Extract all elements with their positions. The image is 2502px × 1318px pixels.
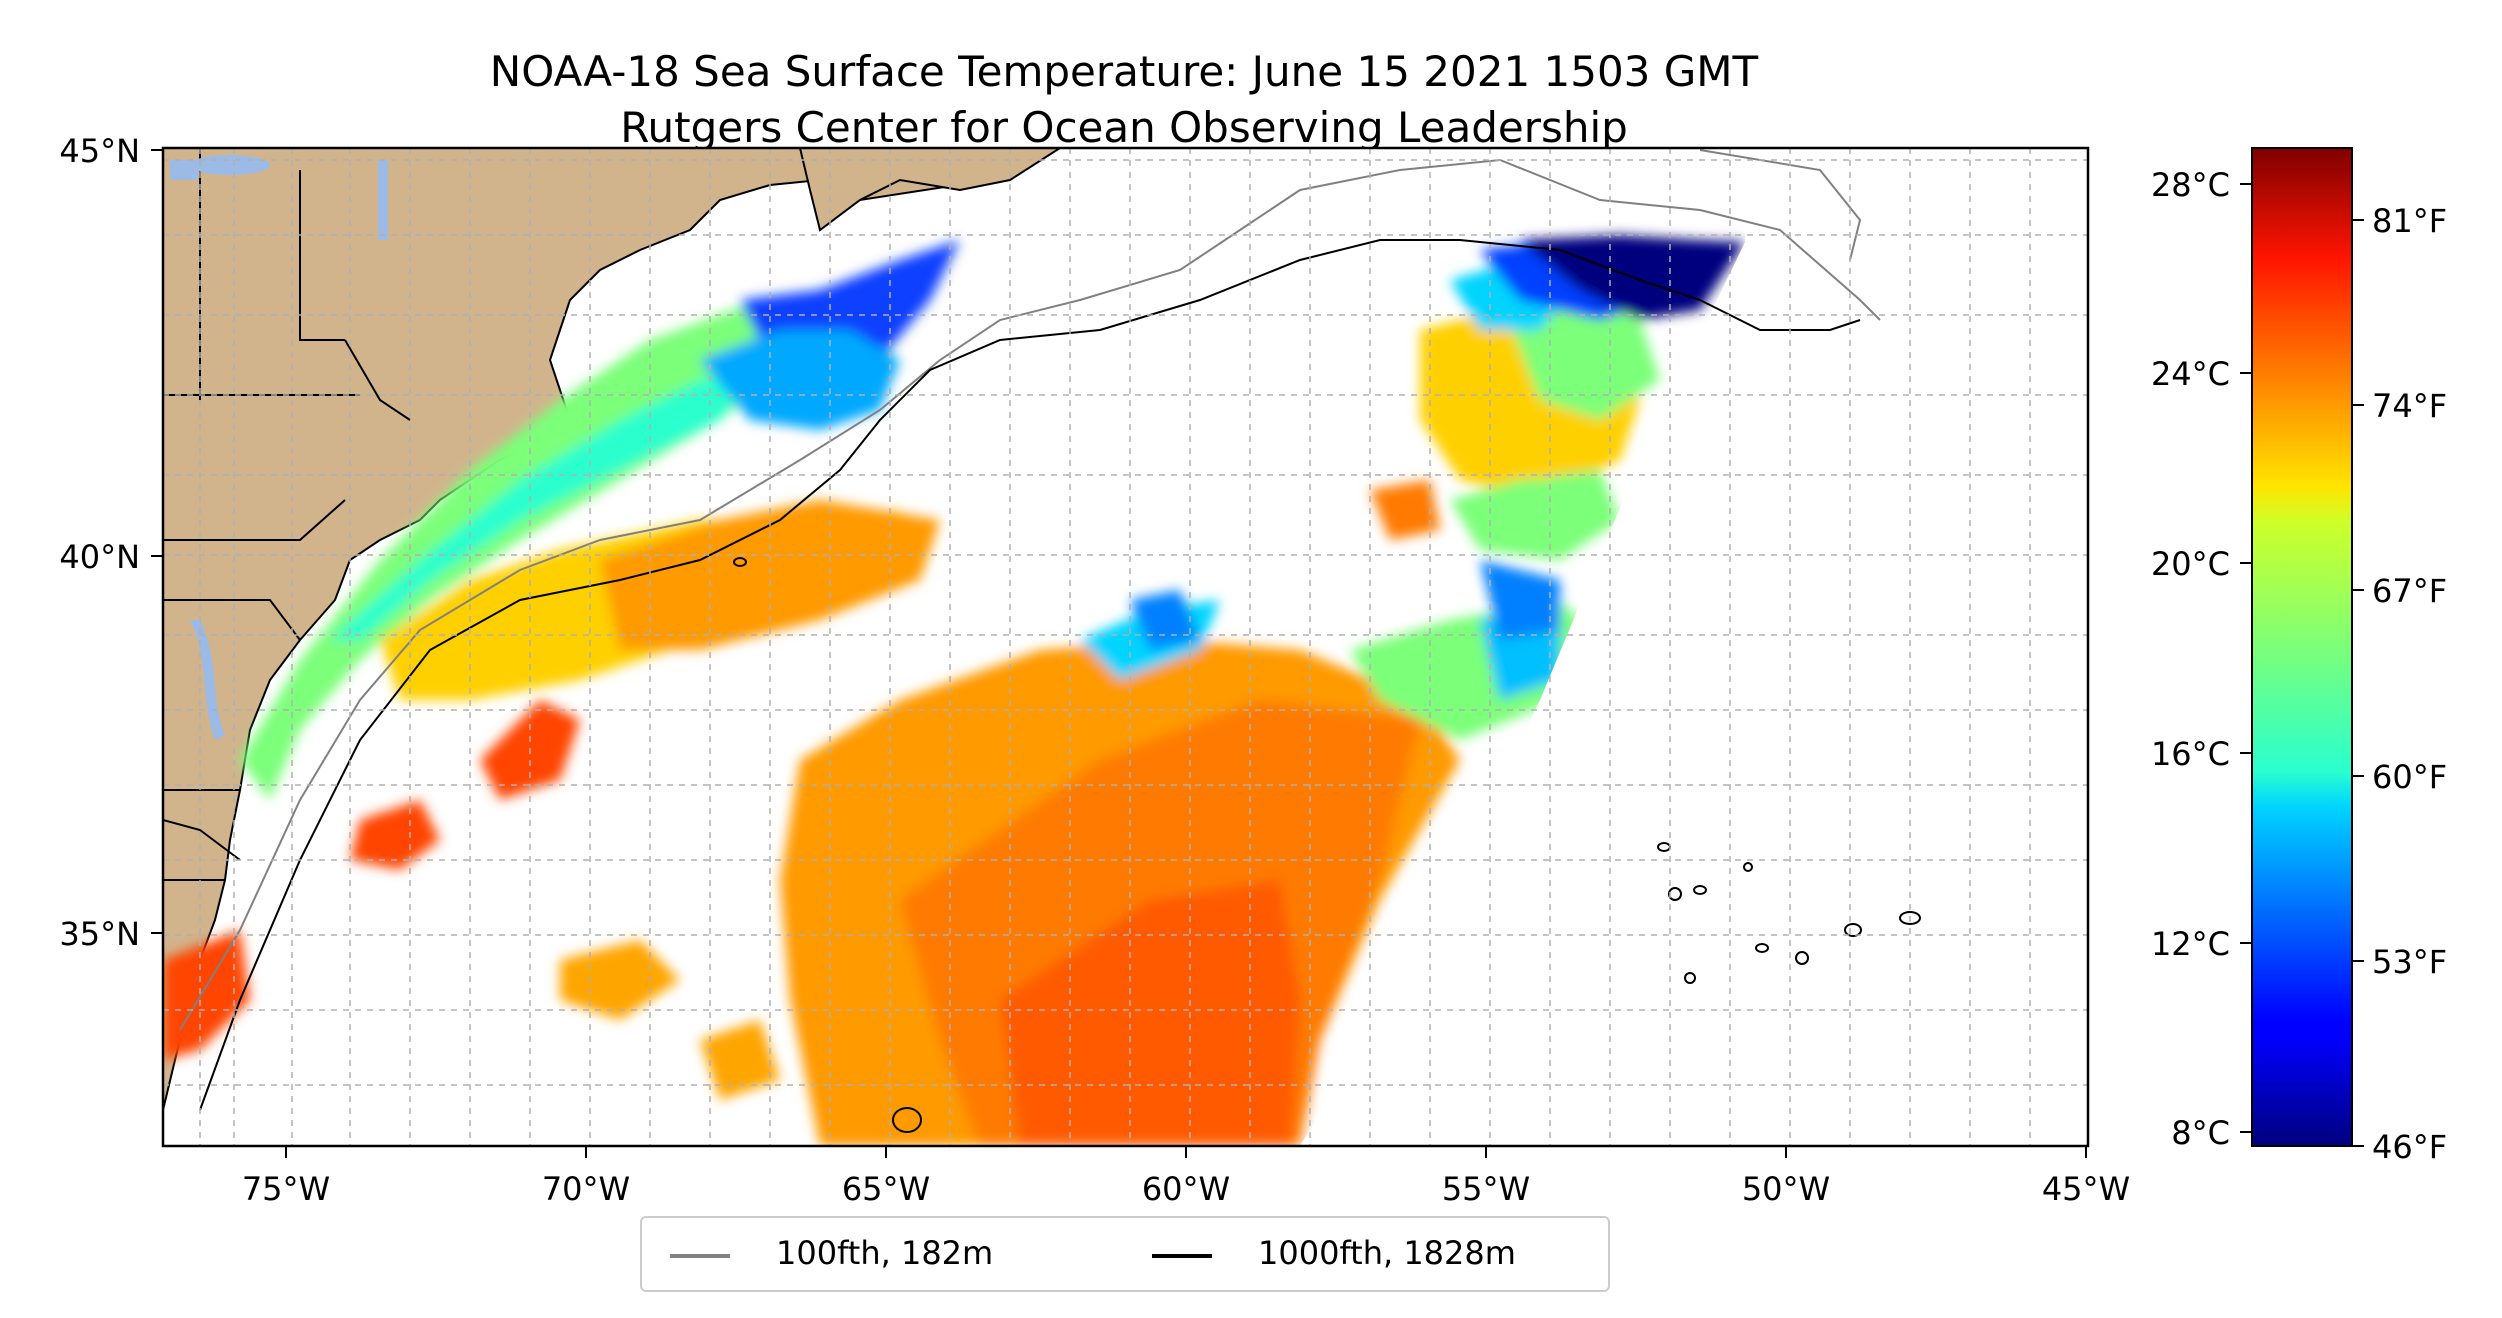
- legend-swatch-1000fth: [1152, 1254, 1212, 1258]
- colorbar-f-label-67: 67°F: [2372, 572, 2447, 610]
- lon-tick-label-45w: 45°W: [2042, 1170, 2130, 1208]
- colorbar-f-label-60: 60°F: [2372, 758, 2447, 796]
- lon-tick-label-50w: 50°W: [1742, 1170, 1830, 1208]
- colorbar-f-label-46: 46°F: [2372, 1128, 2447, 1166]
- lon-tick-label-65w: 65°W: [842, 1170, 930, 1208]
- colorbar-c-label-20: 20°C: [2151, 545, 2230, 583]
- colorbar-fahrenheit-ticks: [2352, 219, 2364, 1147]
- legend-swatch-100fth: [670, 1254, 730, 1258]
- colorbar-f-label-74: 74°F: [2372, 387, 2447, 425]
- map-title: NOAA-18 Sea Surface Temperature: June 15…: [489, 47, 1759, 96]
- lon-tick-label-60w: 60°W: [1142, 1170, 1230, 1208]
- colorbar-gradient: [2251, 147, 2353, 1147]
- colorbar-f-label-53: 53°F: [2372, 943, 2447, 981]
- colorbar-c-label-24: 24°C: [2151, 355, 2230, 393]
- legend-label-100fth: 100fth, 182m: [776, 1234, 994, 1272]
- contour-1000fth: [199, 239, 1861, 1111]
- colorbar-f-label-81: 81°F: [2372, 202, 2447, 240]
- swath-clear-mask: [1300, 148, 2088, 1146]
- lat-tick-label-45n: 45°N: [59, 132, 140, 170]
- colorbar-celsius-ticks: [2240, 183, 2252, 1133]
- bermuda-islands: [733, 557, 1921, 1133]
- lon-tick-label-75w: 75°W: [242, 1170, 330, 1208]
- map-subtitle: Rutgers Center for Ocean Observing Leade…: [620, 103, 1628, 152]
- colorbar-c-label-28: 28°C: [2151, 166, 2230, 204]
- colorbar-c-label-16: 16°C: [2151, 735, 2230, 773]
- map-frame: [161, 146, 2090, 1148]
- lat-tick-label-35n: 35°N: [59, 915, 140, 953]
- lon-tick-label-70w: 70°W: [542, 1170, 630, 1208]
- sst-data-swath: [163, 235, 1745, 1146]
- lon-tick-label-55w: 55°W: [1442, 1170, 1530, 1208]
- land-nova-scotia: [798, 148, 1062, 232]
- colorbar-c-label-8: 8°C: [2171, 1114, 2230, 1152]
- map-legend: 100fth, 182m 1000fth, 1828m: [640, 1216, 1610, 1292]
- axis-ticks: [151, 149, 2087, 1158]
- legend-label-1000fth: 1000fth, 1828m: [1258, 1234, 1516, 1272]
- colorbar-c-label-12: 12°C: [2151, 925, 2230, 963]
- map-gridlines: [163, 148, 2088, 1146]
- lat-tick-label-40n: 40°N: [59, 538, 140, 576]
